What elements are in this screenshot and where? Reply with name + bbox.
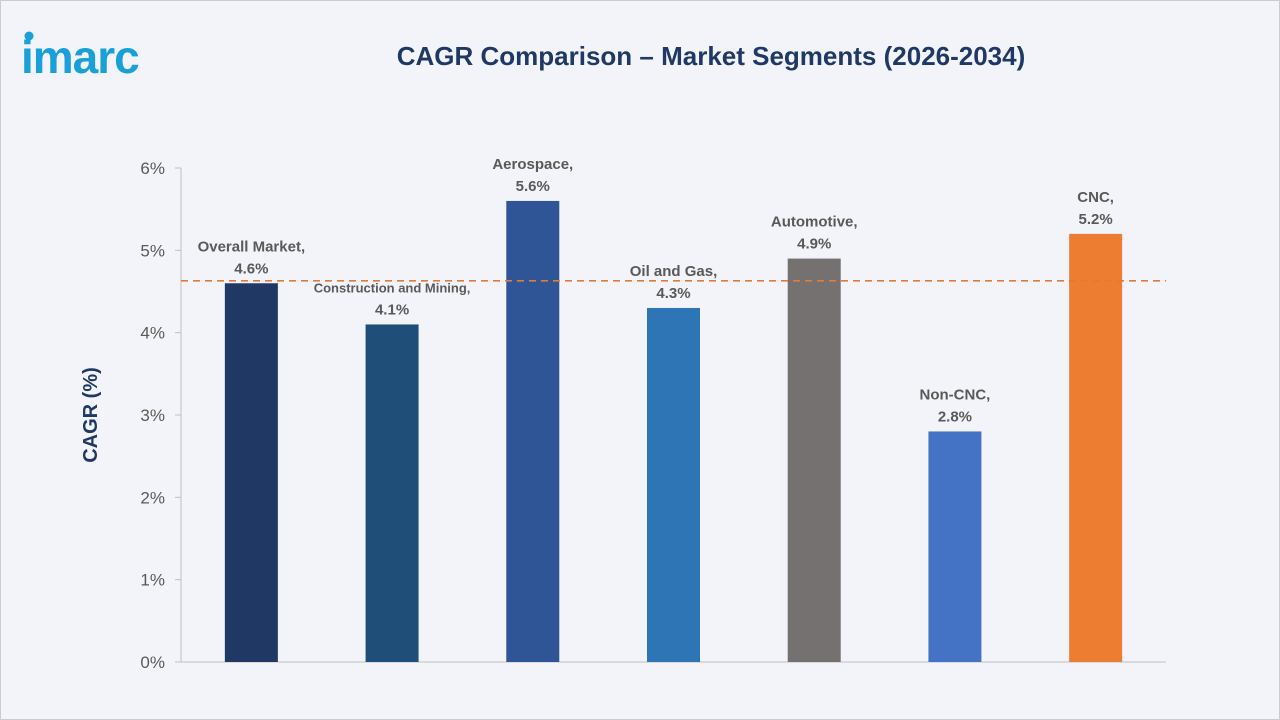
- bar-overall-market: [224, 283, 278, 662]
- bar-automotive: [787, 258, 841, 662]
- y-tick-label: 1%: [140, 571, 165, 590]
- data-label-value: 5.2%: [1079, 211, 1113, 228]
- y-tick-label: 4%: [140, 324, 165, 343]
- bar-non-cnc: [928, 431, 982, 662]
- y-tick-label: 3%: [140, 406, 165, 425]
- chart-title: CAGR Comparison – Market Segments (2026-…: [396, 41, 1026, 71]
- data-label-value: 4.6%: [234, 260, 268, 277]
- bar-cnc: [1069, 233, 1123, 662]
- y-tick-label: 5%: [140, 241, 165, 260]
- y-tick-label: 0%: [140, 653, 165, 672]
- bar-construction-and-mining: [365, 324, 419, 662]
- data-label-name: Aerospace,: [492, 156, 573, 173]
- y-tick-label: 2%: [140, 488, 165, 507]
- data-label-value: 4.3%: [656, 285, 690, 302]
- data-label-name: Automotive,: [771, 214, 858, 231]
- y-tick-label: 6%: [140, 159, 165, 178]
- data-label-name: Construction and Mining,: [314, 280, 471, 295]
- data-label-name: Non-CNC,: [920, 386, 991, 403]
- y-axis-title: CAGR (%): [80, 367, 102, 463]
- data-label-name: Overall Market,: [198, 238, 306, 255]
- bar-oil-and-gas: [647, 307, 700, 662]
- data-label-value: 5.6%: [516, 178, 550, 195]
- data-label-value: 4.1%: [375, 301, 409, 318]
- imarc-logo: imarc: [21, 31, 140, 81]
- data-label-name: CNC,: [1077, 189, 1114, 206]
- data-label-value: 4.9%: [797, 236, 831, 253]
- bar-aerospace: [506, 200, 560, 662]
- svg-text:imarc: imarc: [21, 31, 139, 81]
- data-label-value: 2.8%: [938, 408, 972, 425]
- data-label-name: Oil and Gas,: [630, 263, 718, 280]
